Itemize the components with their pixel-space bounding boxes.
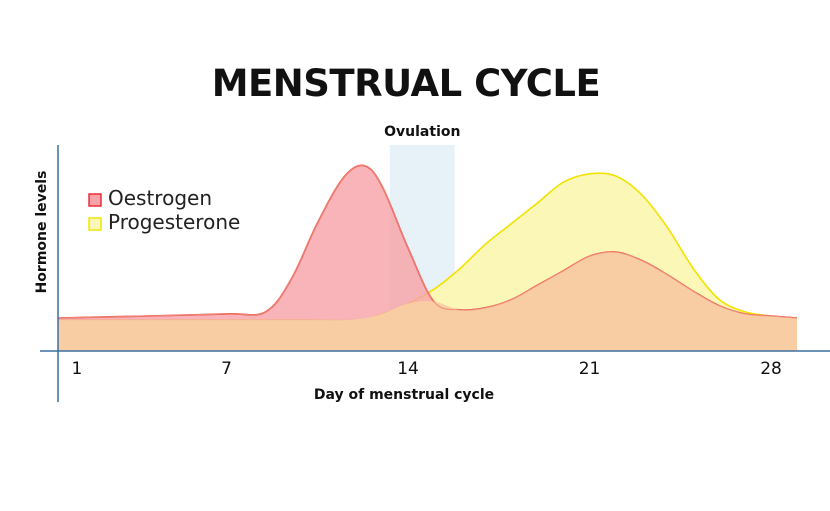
overlap-area [58, 251, 797, 351]
ovulation-label: Ovulation [384, 124, 460, 140]
oestrogen-legend-swatch [88, 193, 102, 207]
x-tick-label: 1 [72, 359, 83, 379]
chart-title: MENSTRUAL CYCLE [211, 62, 601, 105]
x-tick-label: 14 [397, 359, 419, 379]
progesterone-legend-label: Progesterone [108, 210, 240, 234]
oestrogen-legend-label: Oestrogen [108, 186, 212, 210]
oestrogen-contour [57, 164, 798, 319]
x-tick-label: 28 [760, 359, 782, 379]
x-tick-label: 7 [221, 359, 232, 379]
x-tick-label: 21 [579, 359, 601, 379]
y-axis-title: Hormone levels [34, 171, 50, 294]
x-axis-title: Day of menstrual cycle [314, 387, 494, 403]
progesterone-legend-swatch [88, 217, 102, 231]
